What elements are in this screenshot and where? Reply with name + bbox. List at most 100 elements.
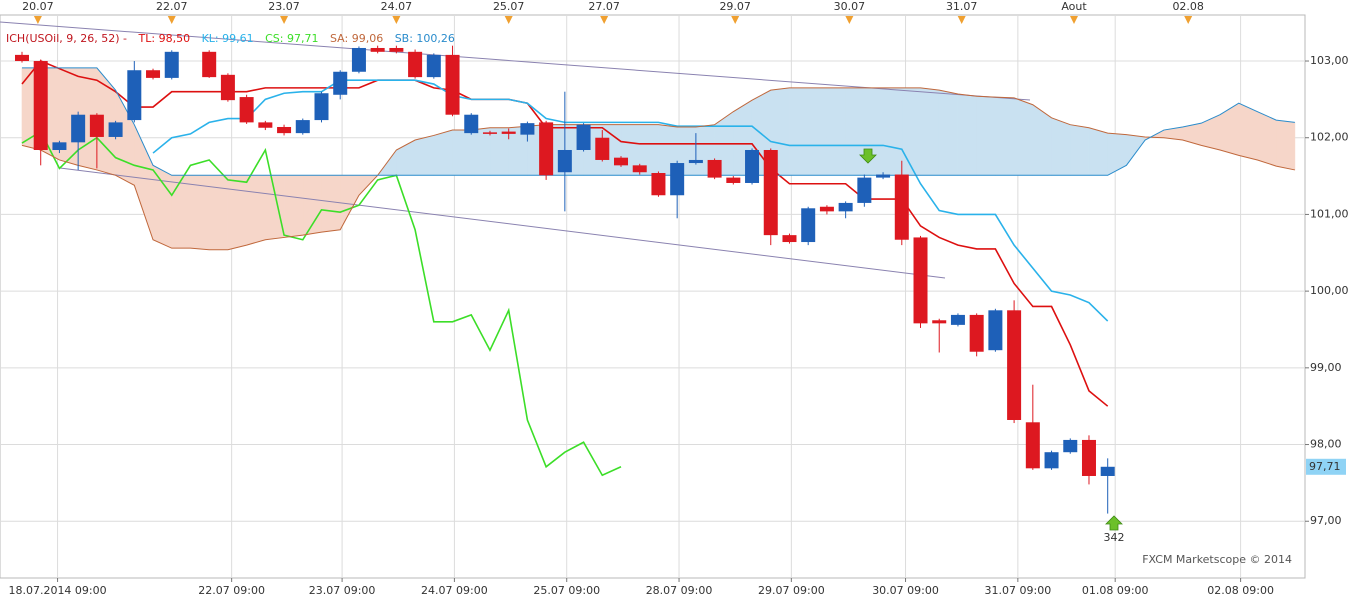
candle-body (239, 97, 254, 123)
trend-line (0, 21, 1031, 101)
cloud (21, 67, 1296, 251)
candle-body (726, 177, 741, 183)
candle-body (258, 122, 273, 128)
candle-body (445, 54, 460, 115)
candle-body (464, 114, 479, 134)
cloud-fill (152, 164, 173, 249)
cloud-fill (957, 93, 977, 176)
candle-body (202, 51, 217, 78)
candle-body (539, 122, 554, 176)
cloud-fill (246, 175, 266, 246)
candle-body (71, 114, 86, 143)
candle-body (52, 142, 67, 150)
top-tick-label: 24.07 (381, 0, 413, 13)
candle-body (557, 149, 572, 173)
cloud-fill (227, 175, 247, 251)
candle-body (819, 206, 834, 212)
candle-body (950, 314, 965, 325)
x-tick-label: 31.07 09:00 (985, 584, 1052, 597)
event-marker (504, 16, 513, 24)
candle-body (33, 61, 48, 150)
top-tick-label: 23.07 (268, 0, 300, 13)
x-tick-label: 30.07 09:00 (872, 584, 939, 597)
candle-body (576, 124, 591, 150)
candle-body (670, 163, 685, 196)
watermark: FXCM Marketscope © 2014 (1142, 553, 1292, 566)
candle-body (127, 70, 142, 121)
candle-body (876, 174, 891, 178)
cloud-fill (265, 175, 285, 241)
legend-entry: KL: 99,61 (202, 32, 254, 45)
event-marker (957, 16, 966, 24)
y-tick-label: 101,00 (1310, 207, 1349, 220)
sell-signal-arrow (859, 148, 877, 164)
legend-entry: CS: 97,71 (265, 32, 318, 45)
candle-body (595, 137, 610, 160)
candle-body (164, 51, 179, 78)
candle-body (988, 310, 1003, 351)
x-tick-label: 02.08 09:00 (1207, 584, 1274, 597)
top-tick-label: 31.07 (946, 0, 978, 13)
candle-body (277, 126, 292, 134)
top-tick-label: 30.07 (834, 0, 866, 13)
event-marker (1184, 16, 1193, 24)
candle-body (89, 114, 104, 137)
x-tick-label: 25.07 09:00 (533, 584, 600, 597)
annotation: 342 (1104, 531, 1125, 544)
legend-entry: TL: 98,50 (138, 32, 191, 45)
candle-body (408, 51, 423, 78)
cloud-fill (1257, 111, 1277, 167)
candle-body (314, 93, 329, 121)
candle-body (1100, 466, 1115, 476)
top-tick-label: 20.07 (22, 0, 54, 13)
y-tick-label: 102,00 (1310, 131, 1349, 144)
candle-body (220, 74, 235, 101)
cloud-fill (283, 175, 304, 238)
cloud-fill (882, 87, 903, 176)
top-tick-label: 29.07 (719, 0, 751, 13)
candle-body (614, 157, 629, 166)
last-price-label: 97,71 (1309, 460, 1341, 473)
candle-body (1007, 310, 1022, 420)
event-marker (845, 16, 854, 24)
x-tick-label: 18.07.2014 09:00 (8, 584, 106, 597)
candle-body (801, 208, 816, 243)
top-tick-label: Aout (1061, 0, 1087, 13)
cloud-fill (807, 87, 828, 176)
event-marker (731, 16, 740, 24)
candle-body (1081, 439, 1096, 476)
candle-body (1044, 452, 1059, 469)
plot-area (0, 14, 1306, 579)
cloud-fill (845, 87, 865, 176)
candle-body (913, 237, 928, 324)
candle-body (782, 235, 797, 243)
indicator-line (21, 130, 622, 477)
x-tick-label: 01.08 09:00 (1082, 584, 1149, 597)
last-price-box (1306, 458, 1346, 475)
candle-body (707, 159, 722, 178)
candle-body (1063, 439, 1078, 453)
cloud-fill (489, 127, 509, 176)
cloud-fill (1238, 102, 1258, 161)
x-tick-label: 23.07 09:00 (309, 584, 376, 597)
cloud-fill (938, 89, 959, 176)
candle-body (108, 122, 123, 137)
y-tick-label: 100,00 (1310, 284, 1349, 297)
candle-body (295, 120, 310, 134)
candles (14, 45, 1115, 514)
candle-body (651, 173, 666, 196)
y-tick-label: 97,00 (1310, 514, 1342, 527)
cloud-fill (789, 87, 809, 176)
x-tick-label: 22.07 09:00 (198, 584, 265, 597)
cloud-fill (1051, 117, 1071, 176)
candle-body (501, 131, 516, 134)
cloud-fill (826, 87, 846, 176)
candle-body (932, 320, 947, 324)
event-marker (33, 16, 42, 24)
top-tick-label: 22.07 (156, 0, 188, 13)
x-tick-label: 28.07 09:00 (646, 584, 713, 597)
event-marker (280, 16, 289, 24)
y-tick-label: 103,00 (1310, 54, 1349, 67)
cloud-fill (1069, 124, 1090, 176)
